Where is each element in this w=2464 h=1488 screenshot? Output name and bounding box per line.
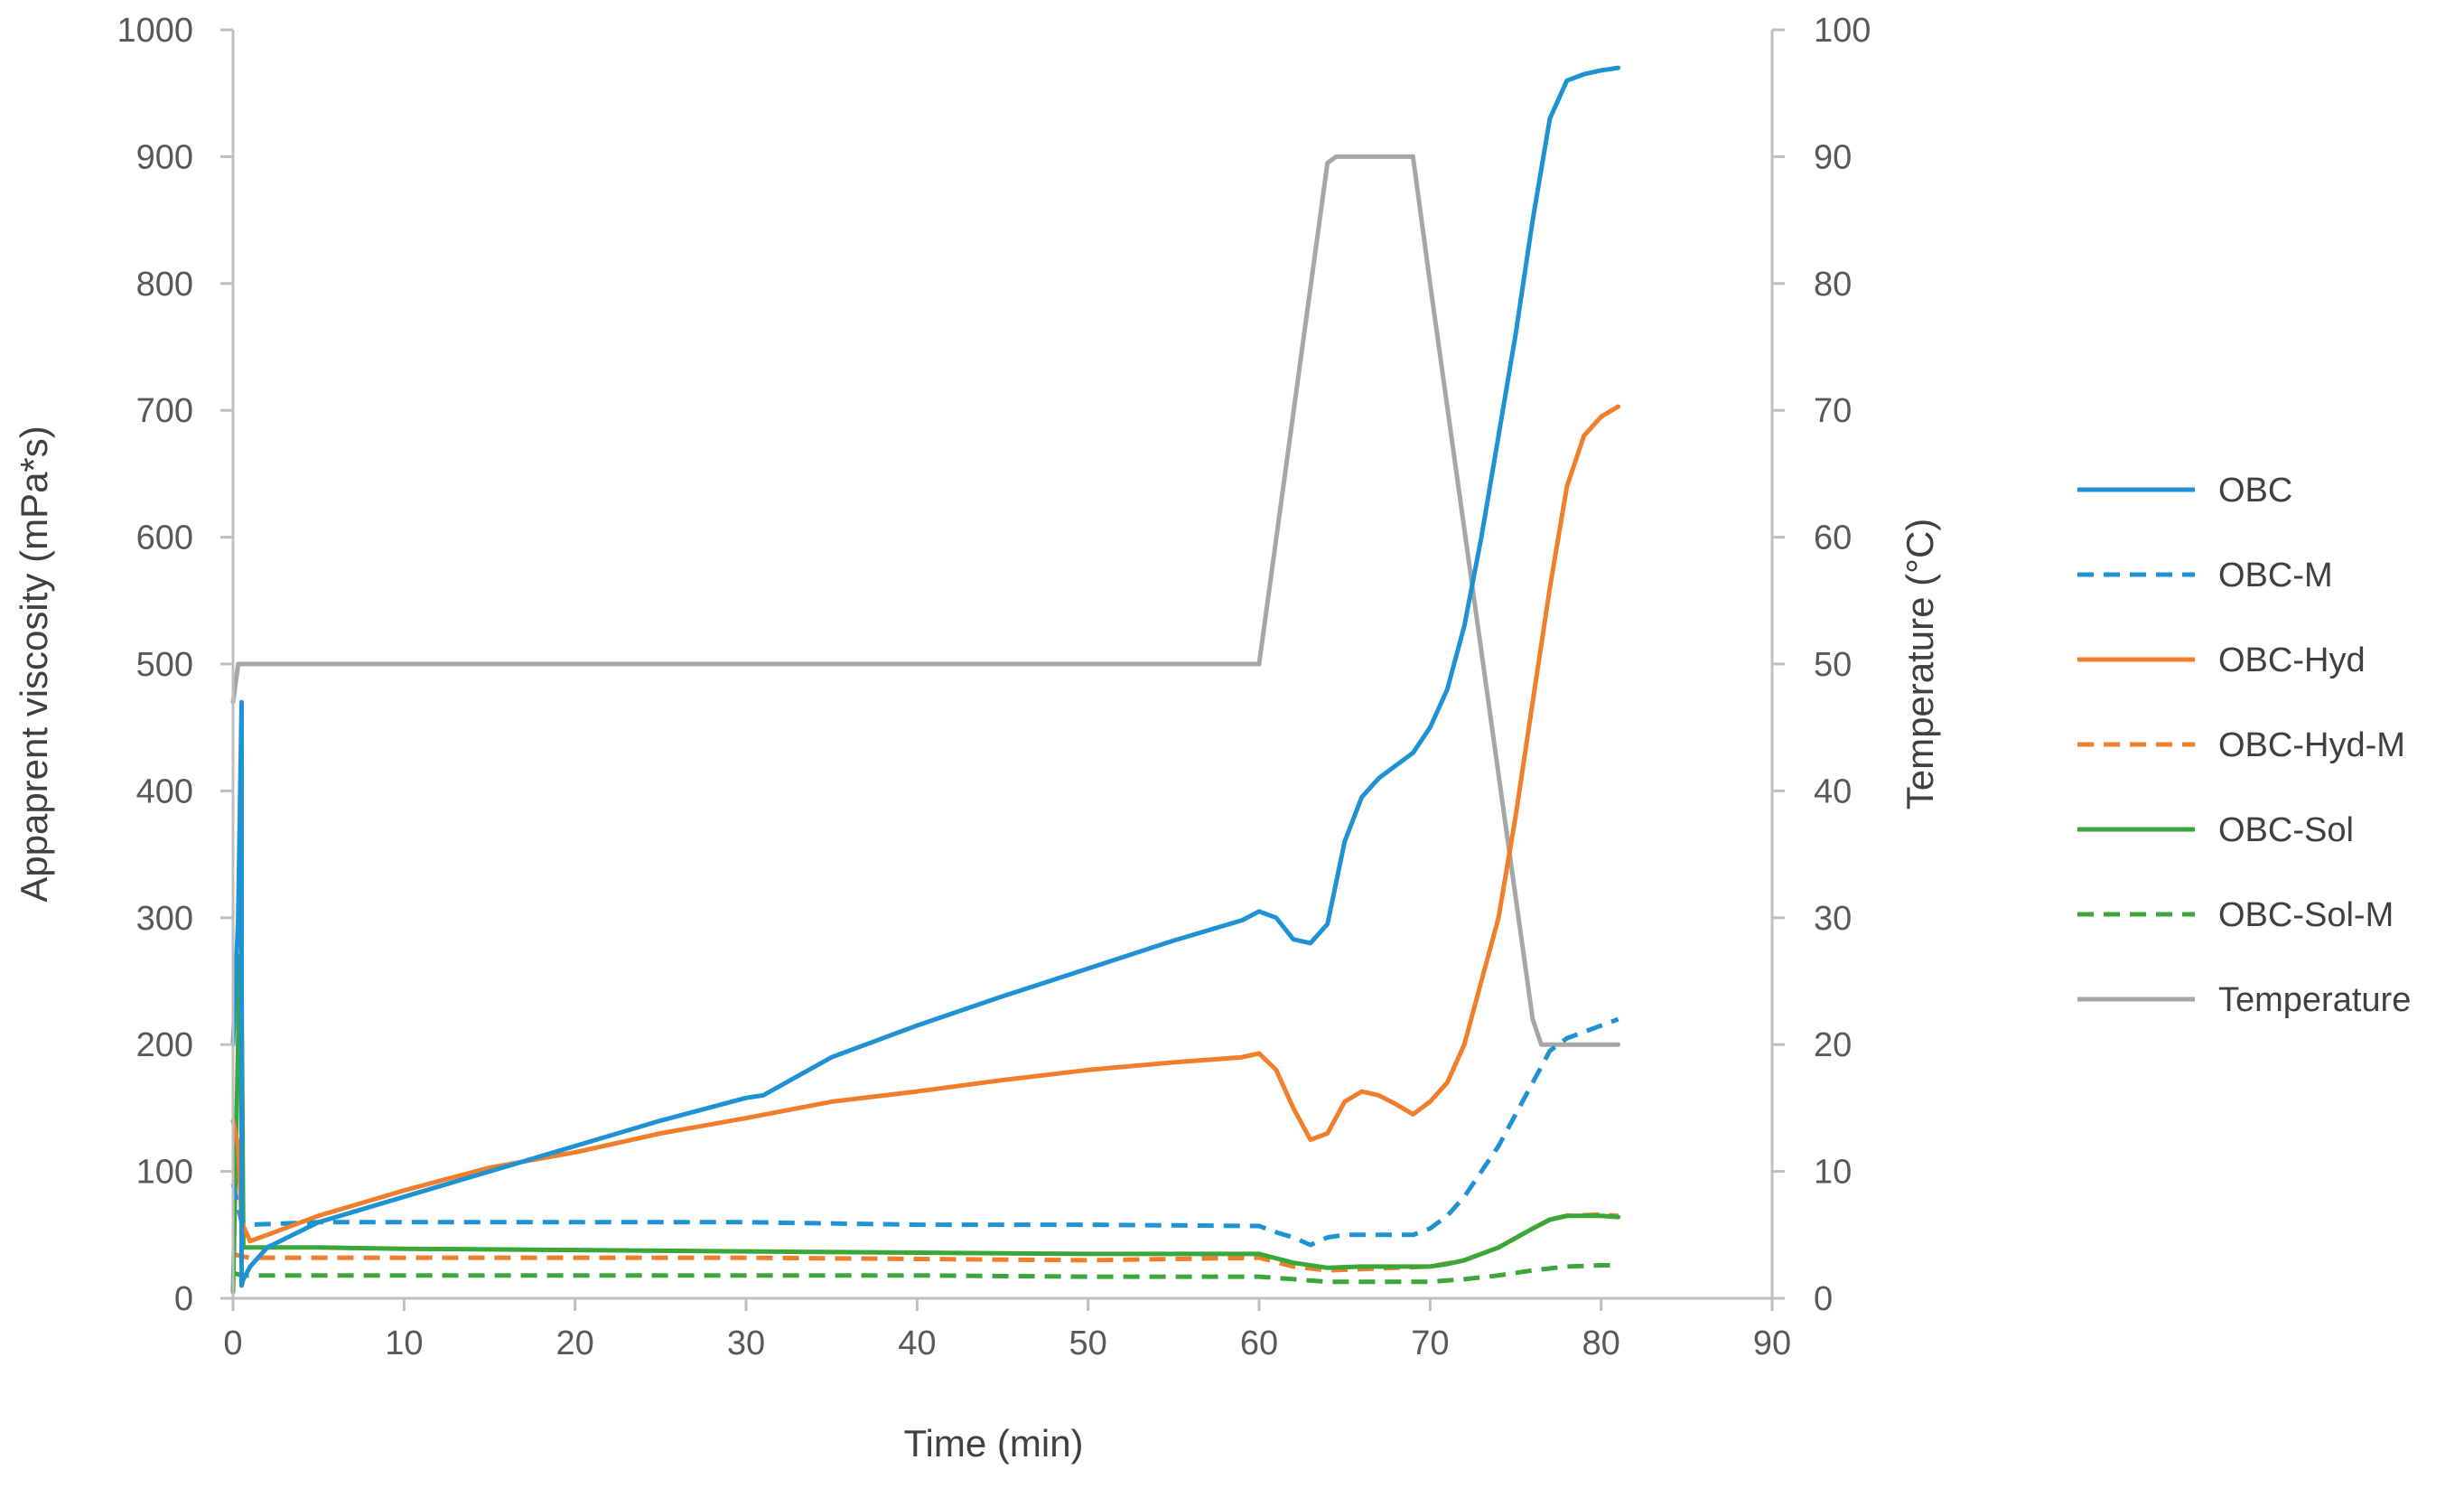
right-y-tick-label: 100: [1814, 12, 1871, 50]
legend-label-obc-sol-m: OBC-Sol-M: [2218, 896, 2394, 934]
right-y-tick-label: 40: [1814, 772, 1852, 810]
legend-label-obc-sol: OBC-Sol: [2218, 811, 2354, 849]
left-y-axis-title: Appaprent viscosity (mPa*s): [13, 426, 55, 903]
x-tick-label: 50: [1069, 1324, 1107, 1362]
ticks-layer: 0 10 20 30 40 50 60 70 80 90010020030040050060070…: [117, 12, 1871, 1362]
x-axis-title: Time (min): [903, 1422, 1083, 1465]
right-y-axis-title: Temperature (°C): [1899, 519, 1941, 810]
right-y-tick-label: 50: [1814, 646, 1852, 684]
legend-label-obc-hyd-m: OBC-Hyd-M: [2218, 726, 2405, 764]
left-y-tick-label: 900: [136, 138, 193, 176]
legend-label-temperature: Temperature: [2218, 981, 2411, 1019]
right-y-tick-label: 20: [1814, 1026, 1852, 1064]
right-y-tick-label: 60: [1814, 519, 1852, 557]
legend-label-obc-m: OBC-M: [2218, 557, 2333, 594]
x-tick-label: 0: [223, 1324, 242, 1362]
right-y-tick-label: 90: [1814, 138, 1852, 176]
right-y-tick-label: 70: [1814, 392, 1852, 430]
x-tick-label: 70: [1411, 1324, 1449, 1362]
left-y-tick-label: 1000: [117, 12, 193, 50]
right-y-tick-label: 0: [1814, 1280, 1833, 1318]
x-tick-label: 10: [385, 1324, 423, 1362]
series-line-obc-m: [230, 1016, 1619, 1248]
legend-label-obc: OBC: [2218, 472, 2292, 510]
x-tick-label: 60: [1240, 1324, 1278, 1362]
left-y-tick-label: 600: [136, 519, 193, 557]
series-line-obc-sol: [230, 953, 1621, 1295]
left-y-tick-label: 200: [136, 1026, 193, 1064]
right-y-tick-label: 30: [1814, 900, 1852, 938]
right-y-tick-label: 10: [1814, 1154, 1852, 1192]
series-line-obc-hyd: [230, 404, 1621, 1244]
x-tick-label: 20: [556, 1324, 594, 1362]
left-y-tick-label: 0: [174, 1280, 193, 1318]
x-tick-label: 30: [727, 1324, 765, 1362]
left-y-tick-label: 800: [136, 266, 193, 304]
series-line-temperature: [230, 154, 1621, 1047]
left-y-tick-label: 700: [136, 392, 193, 430]
right-y-tick-label: 80: [1814, 266, 1852, 304]
x-tick-label: 40: [898, 1324, 936, 1362]
left-y-tick-label: 100: [136, 1154, 193, 1192]
series-line-obc: [230, 65, 1621, 1288]
legend-label-obc-hyd: OBC-Hyd: [2218, 641, 2366, 679]
series-line-obc-sol-m: [232, 1263, 1619, 1285]
left-y-tick-label: 500: [136, 646, 193, 684]
series-layer: [230, 65, 1621, 1295]
left-y-tick-label: 300: [136, 900, 193, 938]
x-tick-label: 80: [1582, 1324, 1620, 1362]
legend: OBC OBC-M OBC-Hyd OBC-Hyd-M OBC-Sol OBC-Sol-M…: [2077, 472, 2411, 1019]
left-y-tick-label: 400: [136, 772, 193, 810]
x-tick-label: 90: [1753, 1324, 1791, 1362]
